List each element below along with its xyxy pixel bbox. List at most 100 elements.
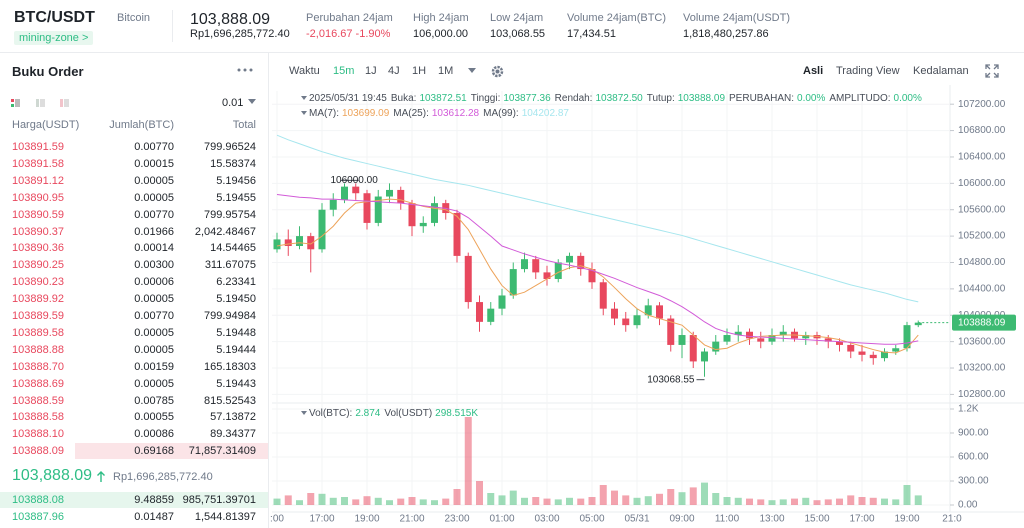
tag[interactable]: mining-zone > [14,31,94,45]
view-option[interactable]: Asli [803,65,824,77]
interval[interactable]: 1H [412,65,427,77]
volume-bar [746,498,753,505]
volume-bar [701,482,708,505]
volume-bar [588,497,596,505]
volume-bar [611,490,618,505]
info-value: 103888.09 [678,93,726,104]
order-book-title: Buku Order [12,64,84,79]
volume-bar [667,489,675,505]
volume-bar [633,497,641,505]
stat-value: 17,434.51 [567,28,616,40]
volume-bar [307,493,315,505]
candle-body [881,351,888,359]
candle-body [419,222,427,227]
settings-icon[interactable] [491,65,504,78]
y-tick-label: 107200.00 [958,99,1006,110]
ma-name: MA(25): [393,108,429,119]
depth-bar [75,443,268,460]
ask-price: 103890.36 [12,242,64,255]
ask-total: 5.19455 [216,191,256,204]
info-label: Buka: [391,93,417,104]
x-tick-label: 21:0 [942,514,962,525]
candle-body [757,338,765,342]
precision[interactable]: 0.01 [222,97,244,109]
y-tick-label: 900.00 [958,428,989,439]
candle-body [836,341,843,345]
ask-price: 103888.09 [12,445,64,458]
info-label: Tinggi: [471,93,501,104]
interval[interactable]: 1J [365,65,377,77]
candle-body [307,236,315,250]
candle-body [532,259,540,273]
volume-bar [881,498,888,505]
interval[interactable]: 15m [333,65,355,77]
volume-bar [914,495,922,505]
candle-body [644,305,652,316]
dropdown-icon[interactable] [468,68,476,74]
column-header: Jumlah(BTC) [109,119,174,131]
info-label: Rendah: [555,93,593,104]
ask-amount: 0.00005 [134,377,174,390]
stat-label: Volume 24jam(BTC) [567,12,667,24]
vol-label: Vol(BTC): [309,408,352,419]
candle-body [487,308,495,322]
volume-bar [678,492,686,505]
ask-total: 14.54465 [210,242,256,255]
more-icon[interactable] [236,66,254,74]
view-option[interactable]: Kedalaman [913,65,969,77]
info-value: 103872.50 [595,93,643,104]
candle-body [611,308,618,319]
ask-price: 103890.25 [12,259,64,272]
toolbar-label: Waktu [289,65,320,77]
ask-price: 103890.59 [12,208,64,221]
ask-total: 5.19450 [216,293,256,306]
interval[interactable]: 4J [388,65,400,77]
view-option[interactable]: Trading View [836,65,900,77]
ask-amount: 0.00005 [134,293,174,306]
bid-amount: 0.01487 [134,511,174,523]
volume-bar [791,498,798,505]
ma-value: 103699.09 [342,108,390,119]
volume-bar [487,493,495,505]
y-tick-label: 102800.00 [958,389,1006,400]
volume-bar [296,500,303,505]
ask-price: 103888.59 [12,394,64,407]
column-header: Total [232,119,256,131]
candle-body [374,196,382,223]
y-tick-label: 106000.00 [958,178,1006,189]
volume-bar [329,497,337,505]
volume-bar [408,497,416,505]
ask-amount: 0.00014 [134,242,174,255]
candle-body [476,302,483,322]
bid-price: 103888.08 [12,494,64,506]
ask-amount: 0.69168 [134,445,174,458]
ask-total: 57.13872 [210,411,256,424]
fullscreen-icon[interactable] [985,64,999,78]
volume-bar [734,497,742,505]
stat-label: Perubahan 24jam [306,12,393,24]
candle-body [296,236,303,246]
vol-value: 298.515K [435,408,478,419]
candle-body [577,255,585,270]
y-tick-label: 104800.00 [958,257,1006,268]
volume-bar [644,496,652,505]
bid-amount: 9.48859 [134,494,174,506]
volume-bar [397,498,405,505]
volume-bar [622,495,630,505]
volume-bar [386,500,393,505]
view-icons[interactable] [10,98,70,108]
coin-name: Bitcoin [117,12,151,24]
dropdown-icon[interactable] [248,99,256,105]
x-tick-label: 05/31 [624,514,649,525]
info-label: PERUBAHAN: [729,93,794,104]
volume-bar [689,487,697,505]
y-tick-label: 105600.00 [958,204,1006,215]
ask-price: 103888.58 [12,411,64,424]
pair[interactable]: BTC/USDT [14,9,95,26]
ma-name: MA(99): [483,108,519,119]
volume-bar [858,497,866,505]
stat-value: 103,068.55 [490,28,546,40]
interval[interactable]: 1M [438,65,454,77]
candle-body [914,322,922,326]
ask-price: 103889.58 [12,326,64,339]
